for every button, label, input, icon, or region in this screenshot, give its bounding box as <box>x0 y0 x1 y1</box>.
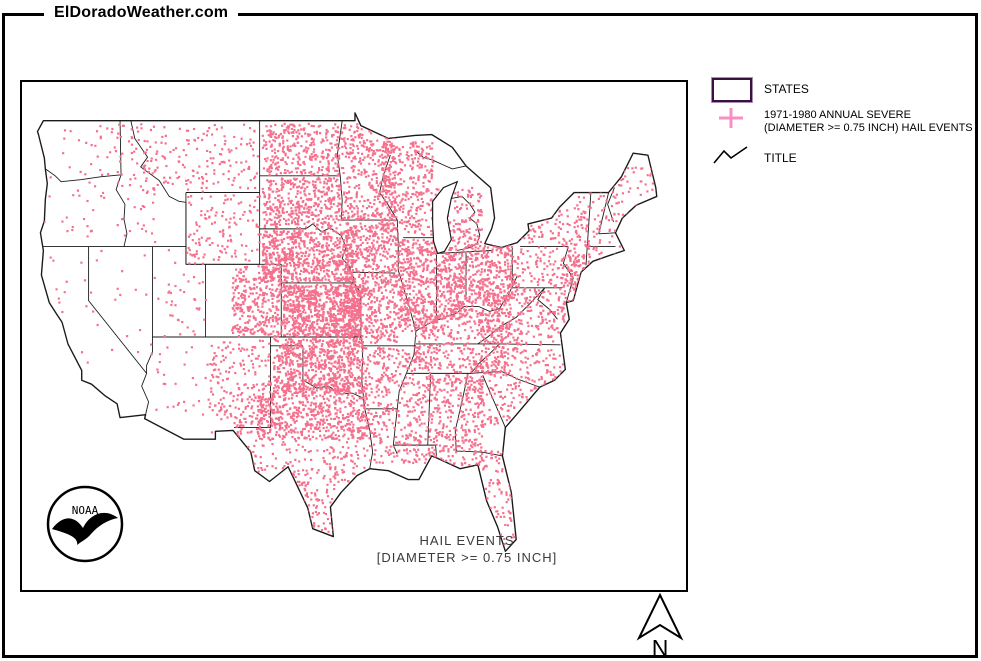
legend-item-title: TITLE <box>710 145 978 167</box>
noaa-logo: NOAA <box>44 483 126 570</box>
legend: STATES 1971-1980 ANNUAL SEVERE (DIAMETER… <box>710 76 978 167</box>
legend-states-label: STATES <box>764 82 809 96</box>
map-caption: HAIL EVENTS [DIAMETER >= 0.75 INCH] <box>322 532 612 566</box>
north-arrow-icon <box>636 592 684 641</box>
legend-title-label: TITLE <box>764 151 797 165</box>
legend-item-hail-events: 1971-1980 ANNUAL SEVERE (DIAMETER >= 0.7… <box>710 106 978 135</box>
states-swatch-icon <box>710 76 752 102</box>
legend-item-states: STATES <box>710 76 978 102</box>
page-border <box>2 13 978 658</box>
map-caption-line2: [DIAMETER >= 0.75 INCH] <box>376 550 558 565</box>
noaa-logo-text: NOAA <box>72 504 99 517</box>
map-frame: NOAA HAIL EVENTS [DIAMETER >= 0.75 INCH] <box>20 80 688 592</box>
hail-marker-icon <box>710 106 752 130</box>
noaa-logo-icon: NOAA <box>46 485 124 563</box>
map-caption-line1: HAIL EVENTS <box>419 533 515 548</box>
north-arrow: N <box>630 592 690 661</box>
us-hail-events-map <box>28 106 680 573</box>
site-title: ElDoradoWeather.com <box>44 4 239 22</box>
north-arrow-label: N <box>651 635 669 661</box>
legend-hail-label: 1971-1980 ANNUAL SEVERE (DIAMETER >= 0.7… <box>764 109 973 134</box>
title-line-icon <box>710 145 752 167</box>
